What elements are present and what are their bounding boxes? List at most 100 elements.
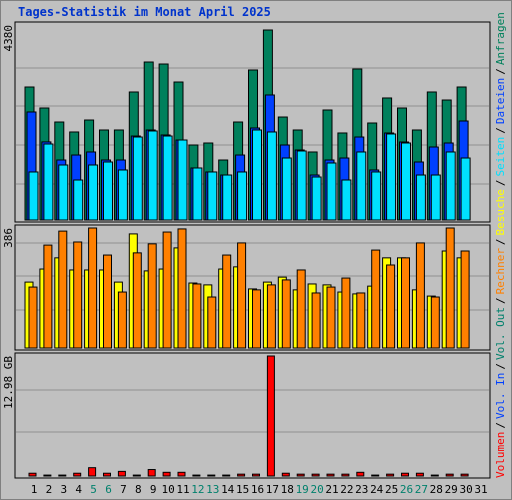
legend-entry: Vol. In: [494, 373, 507, 419]
bar: [147, 243, 157, 349]
bar: [58, 474, 67, 477]
bar: [192, 167, 203, 221]
bar: [252, 289, 261, 349]
bar: [117, 169, 128, 221]
bar: [88, 227, 98, 349]
bar: [147, 469, 156, 477]
x-tick-label: 9: [150, 483, 157, 496]
x-tick-label: 2: [46, 483, 53, 496]
legend-entry: Seiten: [494, 137, 507, 177]
bar: [177, 471, 186, 477]
bar: [401, 142, 411, 221]
x-tick-label: 20: [310, 483, 323, 496]
bar: [28, 472, 37, 477]
bar: [296, 269, 306, 349]
bar: [371, 474, 380, 477]
legend-separator: /: [494, 422, 507, 429]
bar: [162, 135, 173, 221]
legend-separator: /: [494, 297, 507, 304]
bar: [132, 252, 142, 349]
y-tick-label: 4380: [2, 25, 15, 52]
legend-separator: /: [494, 238, 507, 245]
bar: [177, 139, 188, 221]
bar: [386, 264, 396, 349]
y-tick-label: 386: [2, 228, 15, 248]
legend-separator: /: [494, 68, 507, 75]
bar: [43, 244, 53, 349]
bar: [415, 242, 425, 349]
bar: [58, 164, 69, 221]
bar: [445, 227, 455, 349]
bar: [192, 474, 201, 477]
legend-entry: Vol. Out: [494, 307, 507, 360]
bar: [445, 473, 454, 477]
x-tick-label: 29: [445, 483, 458, 496]
bar: [73, 241, 83, 349]
legend-entry: Volumen: [494, 432, 507, 478]
bar: [266, 355, 275, 477]
bar: [430, 296, 440, 349]
x-tick-label: 23: [355, 483, 368, 496]
x-tick-label: 24: [370, 483, 384, 496]
x-tick-label: 16: [251, 483, 264, 496]
legend-entry: Anfragen: [494, 12, 507, 65]
bar: [401, 257, 410, 349]
bar: [58, 230, 68, 349]
bar: [401, 472, 409, 477]
x-tick-label: 12: [191, 483, 204, 496]
x-tick-label: 26: [400, 483, 413, 496]
bar: [103, 161, 113, 221]
bar: [281, 472, 290, 477]
legend-entry: Besuche: [494, 189, 507, 235]
x-tick-label: 22: [340, 483, 353, 496]
bar: [222, 474, 231, 477]
legend-separator: /: [494, 127, 507, 134]
x-tick-label: 4: [75, 483, 82, 496]
x-tick-label: 5: [90, 483, 97, 496]
bar: [207, 296, 217, 349]
bar: [162, 231, 172, 349]
chart-title: Tages-Statistik im Monat April 2025: [18, 5, 271, 19]
bar: [103, 254, 112, 349]
bar: [281, 157, 292, 221]
bar: [222, 174, 233, 221]
bar: [356, 471, 365, 477]
bar: [237, 242, 247, 349]
bar: [326, 473, 335, 477]
bar: [192, 283, 202, 349]
bar: [460, 157, 471, 221]
legend-entry: Dateien: [494, 78, 507, 124]
bar: [252, 129, 262, 221]
x-tick-label: 7: [120, 483, 127, 496]
bar: [341, 277, 351, 349]
bar: [103, 472, 111, 477]
bar: [356, 292, 366, 349]
legend: Volumen / Vol. In / Vol. Out / Rechner / Besuche…: [494, 12, 507, 478]
bar: [326, 162, 337, 221]
x-tick-label: 30: [459, 483, 472, 496]
bar: [311, 176, 322, 221]
bar: [252, 473, 260, 477]
bar: [237, 171, 248, 221]
panel: [14, 352, 491, 479]
bar: [371, 249, 381, 349]
bar: [341, 473, 350, 477]
bar: [415, 472, 424, 477]
bar: [386, 133, 397, 221]
x-tick-label: 25: [385, 483, 398, 496]
y-tick-label: 12.98 GB: [2, 356, 15, 409]
x-tick-label: 1: [31, 483, 38, 496]
legend-separator: /: [494, 179, 507, 186]
bar: [415, 174, 426, 221]
bar: [207, 474, 216, 477]
x-tick-label: 14: [221, 483, 235, 496]
bar: [28, 171, 39, 221]
x-tick-label: 15: [236, 483, 249, 496]
x-tick-label: 18: [281, 483, 294, 496]
bar: [266, 284, 276, 349]
bar: [88, 467, 97, 477]
x-tick-label: 8: [135, 483, 142, 496]
x-tick-label: 31: [474, 483, 487, 496]
bar: [281, 279, 291, 349]
bar: [386, 473, 395, 477]
